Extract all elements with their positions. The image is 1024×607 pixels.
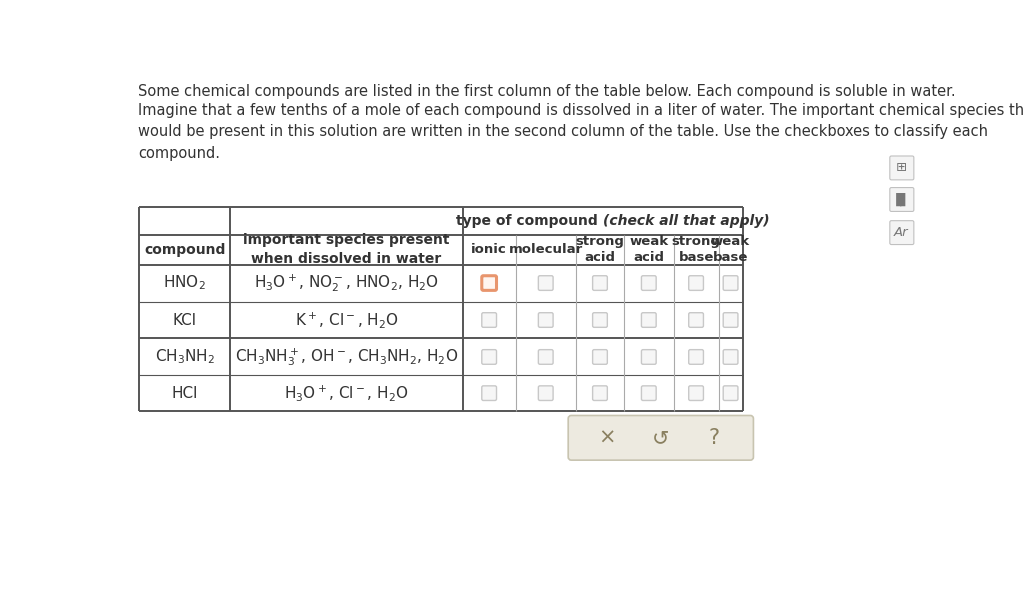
FancyBboxPatch shape (689, 386, 703, 401)
FancyBboxPatch shape (481, 276, 497, 290)
Text: important species present
when dissolved in water: important species present when dissolved… (244, 233, 450, 266)
FancyBboxPatch shape (723, 313, 738, 327)
FancyBboxPatch shape (890, 156, 913, 180)
FancyBboxPatch shape (539, 350, 553, 364)
Text: ▐▌: ▐▌ (891, 192, 911, 206)
Text: K$^+$, Cl$^-$, H$_2$O: K$^+$, Cl$^-$, H$_2$O (295, 310, 398, 330)
Text: ⊞: ⊞ (896, 161, 907, 174)
FancyBboxPatch shape (689, 350, 703, 364)
Text: ↺: ↺ (652, 428, 670, 448)
FancyBboxPatch shape (689, 313, 703, 327)
Text: weak
base: weak base (711, 236, 751, 264)
FancyBboxPatch shape (539, 313, 553, 327)
Text: Some chemical compounds are listed in the first column of the table below. Each : Some chemical compounds are listed in th… (138, 84, 955, 100)
Text: H$_3$O$^+$, Cl$^-$, H$_2$O: H$_3$O$^+$, Cl$^-$, H$_2$O (285, 383, 409, 403)
FancyBboxPatch shape (593, 313, 607, 327)
Text: KCl: KCl (173, 313, 197, 328)
Text: ionic: ionic (471, 243, 507, 256)
FancyBboxPatch shape (641, 276, 656, 290)
FancyBboxPatch shape (890, 188, 913, 211)
FancyBboxPatch shape (593, 276, 607, 290)
Text: compound: compound (144, 243, 225, 257)
Text: H$_3$O$^+$, NO$_2^-$, HNO$_2$, H$_2$O: H$_3$O$^+$, NO$_2^-$, HNO$_2$, H$_2$O (254, 272, 439, 294)
FancyBboxPatch shape (641, 350, 656, 364)
Text: Imagine that a few tenths of a mole of each compound is dissolved in a liter of : Imagine that a few tenths of a mole of e… (138, 103, 1024, 161)
Text: HCl: HCl (171, 385, 198, 401)
FancyBboxPatch shape (539, 386, 553, 401)
Text: weak
acid: weak acid (629, 236, 669, 264)
FancyBboxPatch shape (723, 386, 738, 401)
FancyBboxPatch shape (723, 276, 738, 290)
FancyBboxPatch shape (890, 221, 913, 245)
Text: CH$_3$NH$_3^+$, OH$^-$, CH$_3$NH$_2$, H$_2$O: CH$_3$NH$_3^+$, OH$^-$, CH$_3$NH$_2$, H$… (234, 346, 458, 368)
FancyBboxPatch shape (481, 386, 497, 401)
Text: ?: ? (709, 428, 720, 448)
Text: strong
acid: strong acid (575, 236, 625, 264)
Text: (check all that apply): (check all that apply) (603, 214, 769, 228)
Text: Ar: Ar (894, 226, 908, 239)
Text: molecular: molecular (509, 243, 583, 256)
FancyBboxPatch shape (593, 350, 607, 364)
Text: strong
base: strong base (672, 236, 721, 264)
FancyBboxPatch shape (723, 350, 738, 364)
FancyBboxPatch shape (641, 313, 656, 327)
Text: CH$_3$NH$_2$: CH$_3$NH$_2$ (155, 348, 214, 366)
FancyBboxPatch shape (539, 276, 553, 290)
FancyBboxPatch shape (481, 350, 497, 364)
FancyBboxPatch shape (689, 276, 703, 290)
FancyBboxPatch shape (593, 386, 607, 401)
Text: ×: × (598, 428, 615, 448)
Text: type of compound: type of compound (456, 214, 603, 228)
Text: HNO$_2$: HNO$_2$ (163, 274, 206, 293)
FancyBboxPatch shape (641, 386, 656, 401)
FancyBboxPatch shape (481, 313, 497, 327)
FancyBboxPatch shape (568, 415, 754, 460)
